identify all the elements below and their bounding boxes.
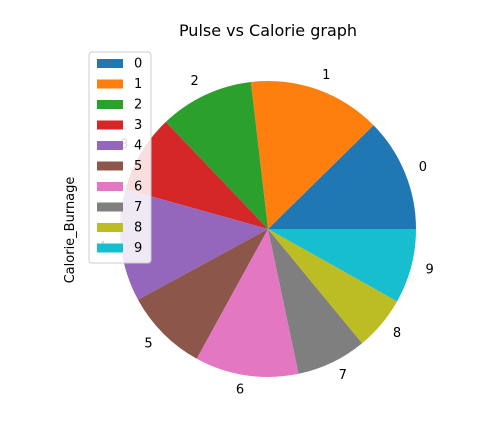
y-axis-label: Calorie_Burnage [63,177,78,284]
legend: 0 1 2 3 4 5 6 7 8 9 [88,51,152,264]
legend-swatch-4 [97,141,123,150]
slice-label-2: 2 [191,74,199,89]
legend-label-2: 2 [134,98,142,113]
legend-label-1: 1 [134,77,142,92]
pie-slice-9 [268,229,417,302]
pie-slice-7 [268,229,363,374]
legend-swatch-1 [97,79,123,89]
legend-label-9: 9 [134,241,142,256]
slice-label-1: 1 [322,68,330,83]
pie-slice-1 [250,81,374,229]
slice-label-9: 9 [426,263,434,278]
pie-slices [120,81,417,378]
legend-swatch-5 [97,161,123,171]
slice-label-8: 8 [393,326,401,341]
legend-label-6: 6 [134,180,142,195]
pie-slice-3 [125,121,269,229]
legend-label-7: 7 [134,200,142,215]
pie-slice-6 [196,229,299,378]
pie-slice-0 [268,125,416,229]
slice-label-6: 6 [236,383,244,398]
chart-title: Pulse vs Calorie graph [179,21,357,40]
legend-swatch-0 [97,59,123,68]
legend-label-8: 8 [134,221,142,236]
legend-label-5: 5 [134,159,142,174]
legend-label-4: 4 [134,139,142,154]
slice-label-7: 7 [339,368,347,383]
pie-slice-4 [120,189,268,300]
legend-swatch-3 [97,120,123,130]
legend-swatch-6 [97,182,123,191]
slice-label-5: 5 [144,336,152,351]
legend-label-3: 3 [134,118,142,133]
pie-slice-8 [268,229,398,344]
pie-slice-5 [138,229,268,359]
legend-swatch-2 [97,100,123,109]
legend-swatch-7 [97,202,123,212]
legend-swatch-8 [97,223,123,232]
legend-label-0: 0 [134,57,142,72]
legend-swatch-9 [97,243,123,253]
pie-slice-2 [165,82,268,229]
slice-label-0: 0 [419,160,427,175]
